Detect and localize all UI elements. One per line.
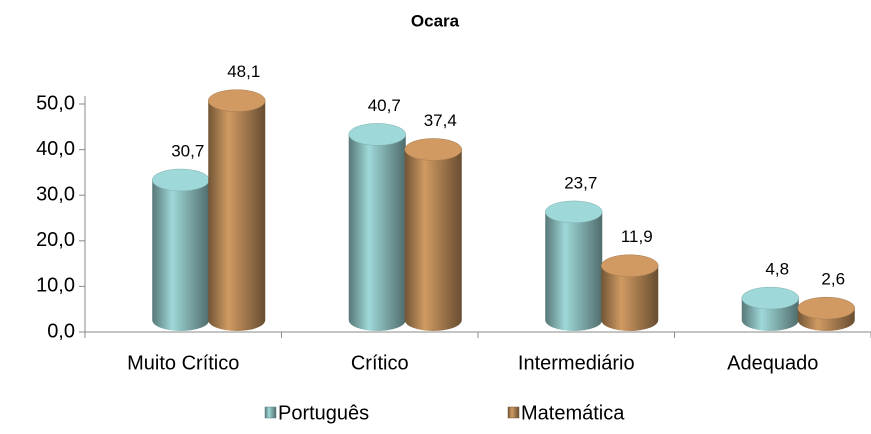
bar — [404, 138, 462, 331]
legend-swatch — [264, 406, 277, 419]
bar-body — [152, 180, 210, 331]
value-label: 37,4 — [424, 111, 457, 130]
y-tick-label: 50,0 — [36, 92, 75, 114]
bar — [208, 89, 266, 331]
bar-body — [404, 149, 462, 331]
bar-body — [208, 100, 266, 331]
y-tick-label: 10,0 — [36, 275, 75, 297]
x-tick-label: Muito Crítico — [127, 352, 239, 374]
bar-top — [545, 200, 603, 224]
y-tick-label: 20,0 — [36, 229, 75, 251]
bar-top — [152, 168, 210, 192]
bar-body — [601, 265, 659, 331]
value-label: 48,1 — [227, 62, 260, 81]
bar-body — [545, 211, 603, 331]
bar — [601, 254, 659, 331]
x-tick-label: Adequado — [727, 352, 818, 374]
value-label: 4,8 — [765, 260, 789, 279]
y-tick-label: 40,0 — [36, 138, 75, 160]
bar-top — [404, 138, 462, 161]
bar-top — [348, 123, 406, 146]
chart-title: Ocara — [411, 11, 460, 30]
y-tick-label: 30,0 — [36, 183, 75, 205]
value-label: 2,6 — [821, 270, 845, 289]
bar-top — [741, 286, 799, 310]
bar — [152, 168, 210, 331]
bar — [545, 200, 603, 331]
value-label: 23,7 — [564, 173, 597, 192]
bar-top — [797, 296, 855, 320]
value-label: 11,9 — [621, 227, 653, 246]
y-tick-label: 0,0 — [47, 320, 75, 342]
value-label: 40,7 — [368, 96, 401, 115]
value-label: 30,7 — [171, 141, 204, 160]
bar-top — [601, 254, 659, 277]
legend-label: Português — [278, 402, 369, 424]
x-tick-label: Intermediário — [518, 352, 635, 374]
legend-swatch — [507, 406, 520, 419]
bar — [797, 296, 855, 331]
bar-body — [348, 134, 406, 331]
x-tick-label: Crítico — [351, 352, 409, 374]
bar-top — [208, 89, 266, 112]
bar — [741, 286, 799, 331]
legend-label: Matemática — [521, 402, 625, 424]
bar — [348, 123, 406, 331]
